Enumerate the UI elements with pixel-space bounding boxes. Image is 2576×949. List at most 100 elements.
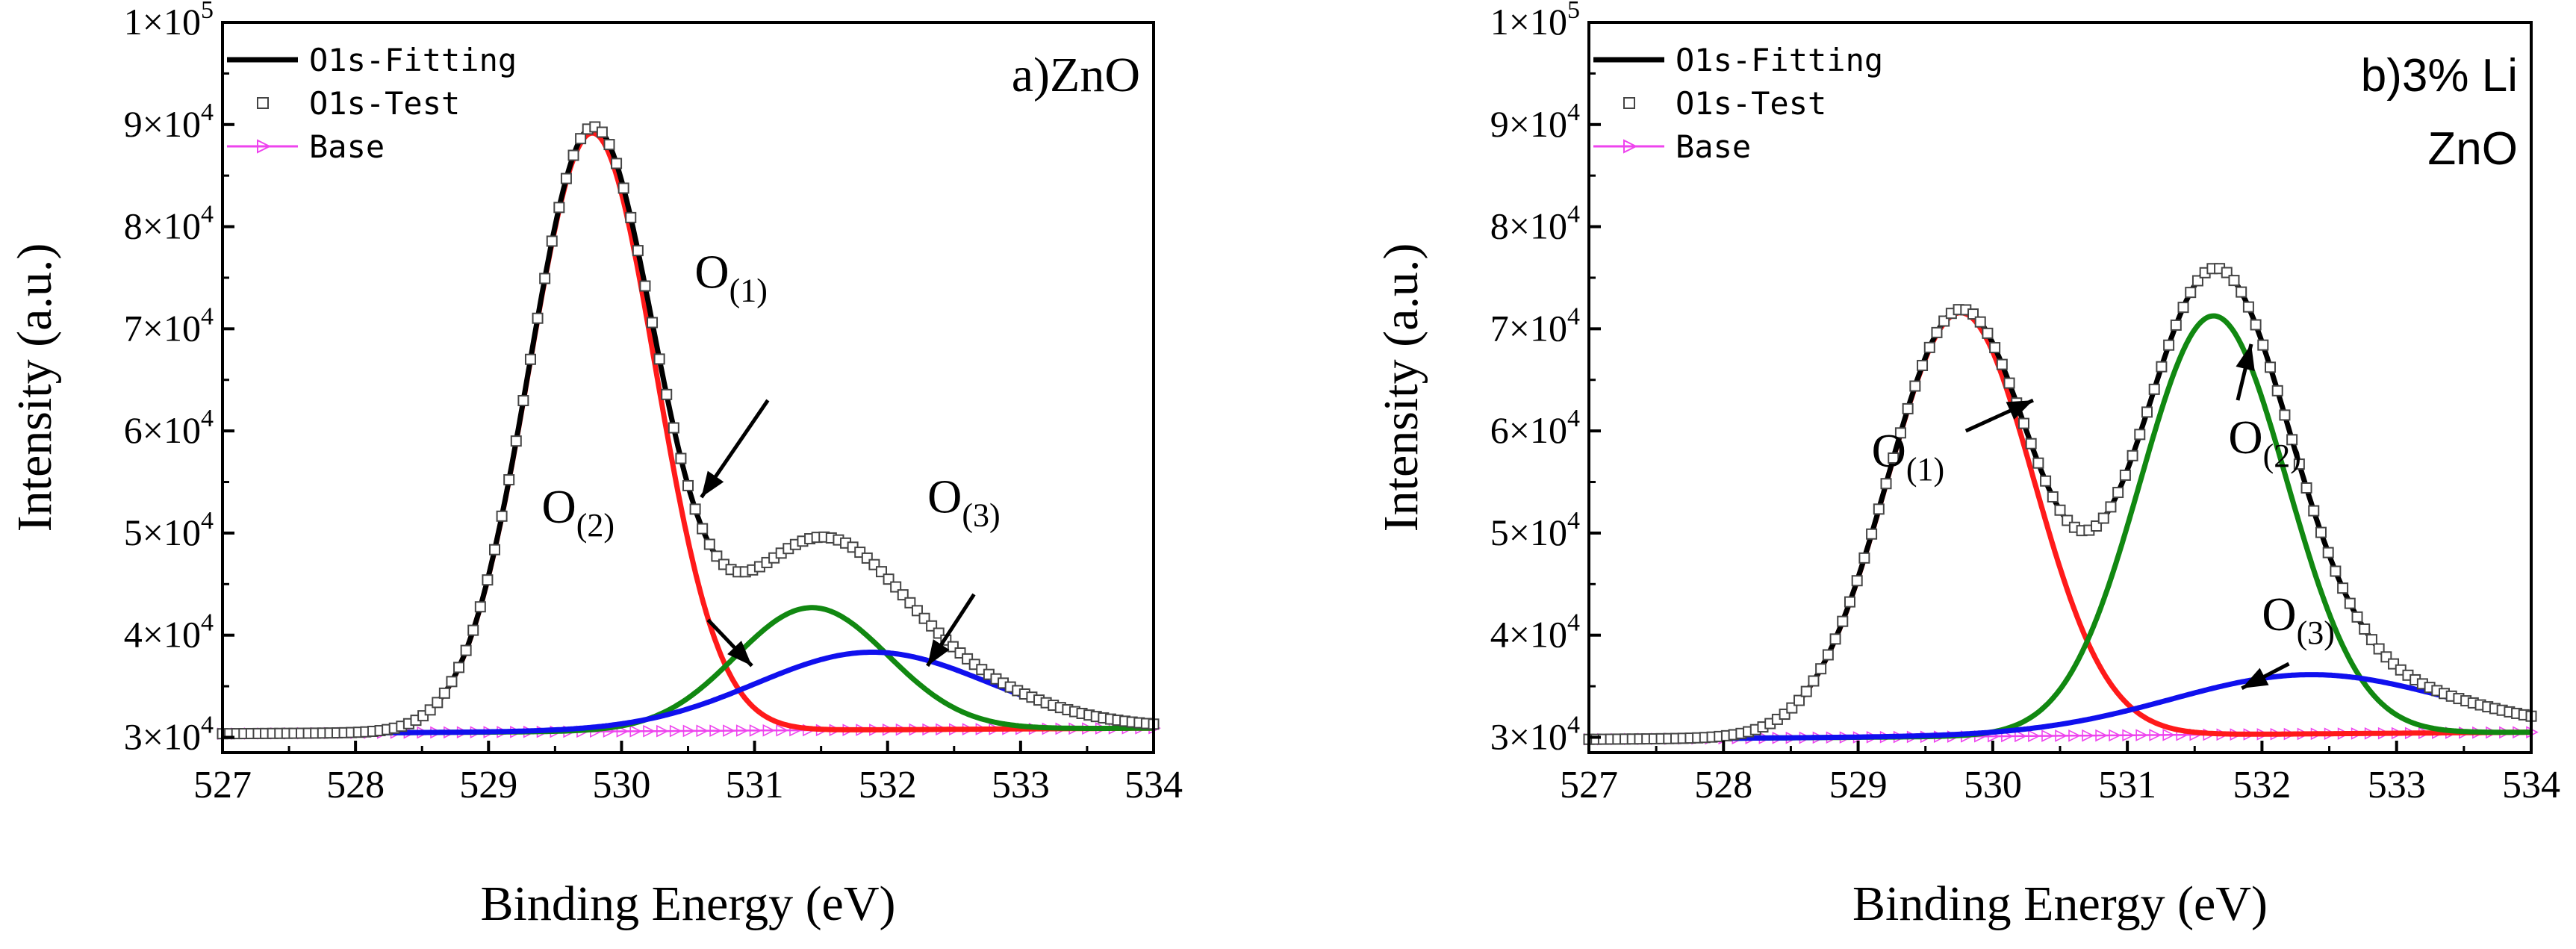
test-data-point	[432, 697, 444, 709]
test-data-point	[2141, 406, 2153, 418]
test-data-point	[697, 523, 709, 535]
legend-label: O1s-Test	[309, 85, 460, 122]
test-data-point	[1858, 552, 1870, 564]
legend-label: Base	[1676, 128, 1751, 165]
test-data-point	[1800, 685, 1812, 697]
x-axis-label: Binding Energy (eV)	[1852, 877, 2268, 931]
test-data-point	[2097, 512, 2109, 524]
test-data-point	[460, 644, 472, 656]
test-data-point	[1996, 358, 2008, 370]
base-marker	[2082, 729, 2094, 742]
test-data-point	[510, 435, 522, 447]
x-axis-label: Binding Energy (eV)	[480, 877, 895, 931]
test-data-point	[1844, 596, 1855, 608]
test-data-point	[596, 126, 608, 138]
test-data-point	[2265, 361, 2277, 373]
x-tick-label: 532	[859, 764, 917, 806]
test-data-point	[1815, 663, 1827, 675]
legend: O1s-Fitting O1s-Test Base	[227, 42, 517, 165]
peak-2-curve	[1589, 313, 2531, 742]
x-tick-label: 528	[326, 764, 385, 806]
base-marker	[2015, 729, 2027, 743]
test-data-point	[2359, 623, 2371, 635]
test-data-point	[524, 353, 536, 365]
x-tick-label: 533	[992, 764, 1050, 806]
y-tick-label: 1×105	[1490, 0, 1580, 43]
legend-label: O1s-Test	[1676, 85, 1826, 122]
test-data-point	[567, 149, 579, 161]
test-data-point	[1808, 675, 1820, 687]
test-data-point	[703, 538, 715, 550]
test-data-point	[2003, 377, 2015, 389]
legend-test-marker	[257, 97, 269, 109]
test-data-point	[560, 172, 572, 184]
test-data-point	[1873, 503, 1885, 515]
test-data-point	[1851, 575, 1863, 587]
panel-label: a)ZnO	[1012, 48, 1140, 102]
y-tick-label: 1×105	[124, 0, 214, 43]
base-marker	[682, 724, 696, 738]
base-marker	[2122, 729, 2135, 742]
test-data-point	[1917, 359, 1929, 371]
test-data-point	[2308, 505, 2320, 517]
test-data-point	[1894, 427, 1906, 439]
panel-label: b)3% Li	[2361, 50, 2518, 102]
test-data-point	[1837, 615, 1849, 627]
base-marker	[2162, 729, 2176, 741]
test-data-point	[2250, 319, 2262, 331]
test-data-point	[2177, 302, 2189, 314]
x-tick-label: 527	[193, 764, 252, 806]
base-marker	[749, 724, 762, 737]
test-data-point	[2025, 438, 2037, 449]
test-data-point	[2040, 475, 2052, 487]
test-data-point	[2322, 547, 2334, 558]
y-tick-label: 5×104	[124, 507, 214, 553]
base-marker	[643, 724, 656, 738]
peak-annotation-label: O(1)	[1872, 424, 1945, 488]
test-data-point	[2300, 482, 2312, 494]
test-data-point	[639, 280, 651, 292]
annotation-arrow-head	[701, 470, 724, 498]
test-data-point	[1888, 452, 1900, 464]
y-axis-label: Intensity (a.u.)	[7, 243, 62, 532]
test-data-point	[2032, 457, 2044, 469]
test-data-point	[2228, 275, 2240, 287]
y-tick-label: 3×104	[1490, 711, 1580, 757]
test-data-point	[2373, 643, 2385, 655]
test-data-point	[1902, 402, 1914, 414]
x-tick-label: 528	[1694, 764, 1752, 806]
y-tick-label: 4×104	[1490, 609, 1580, 656]
test-data-point	[689, 503, 701, 515]
test-data-point	[1909, 380, 1921, 392]
test-data-point	[2148, 383, 2160, 395]
base-marker	[696, 724, 709, 738]
test-data-point	[2163, 339, 2175, 351]
test-data-point	[1923, 341, 1935, 353]
base-marker	[616, 725, 629, 738]
chart-panel-a: 527 528 529 530 531 532 533 534 3×104 4×104 5×104 6…	[7, 0, 1183, 931]
y-tick-label: 6×104	[124, 405, 214, 451]
base-marker	[735, 724, 749, 737]
test-data-point	[474, 601, 486, 613]
panel-label: ZnO	[2427, 123, 2518, 175]
annotation-arrow-head	[2006, 400, 2033, 420]
test-data-point	[2185, 287, 2197, 299]
test-data-point	[2315, 526, 2327, 538]
x-tick-label: 531	[2098, 764, 2156, 806]
test-data-point	[2279, 409, 2291, 421]
test-data-point	[1866, 528, 1878, 540]
test-data-point	[2257, 339, 2269, 351]
x-tick-label: 530	[1964, 764, 2022, 806]
chart-panel-b: 527 528 529 530 531 532 533 534 3×104 4×104 5×104 6…	[1374, 0, 2560, 931]
test-data-point	[668, 422, 679, 434]
test-data-point	[489, 544, 501, 556]
legend-label: Base	[309, 128, 385, 165]
legend-base-marker	[257, 139, 272, 154]
test-data-point	[2330, 565, 2342, 577]
test-data-point	[647, 317, 659, 329]
test-data-point	[711, 550, 723, 562]
y-tick-label: 5×104	[1490, 507, 1580, 553]
test-data-point	[1974, 316, 1986, 328]
base-marker	[2109, 729, 2121, 742]
